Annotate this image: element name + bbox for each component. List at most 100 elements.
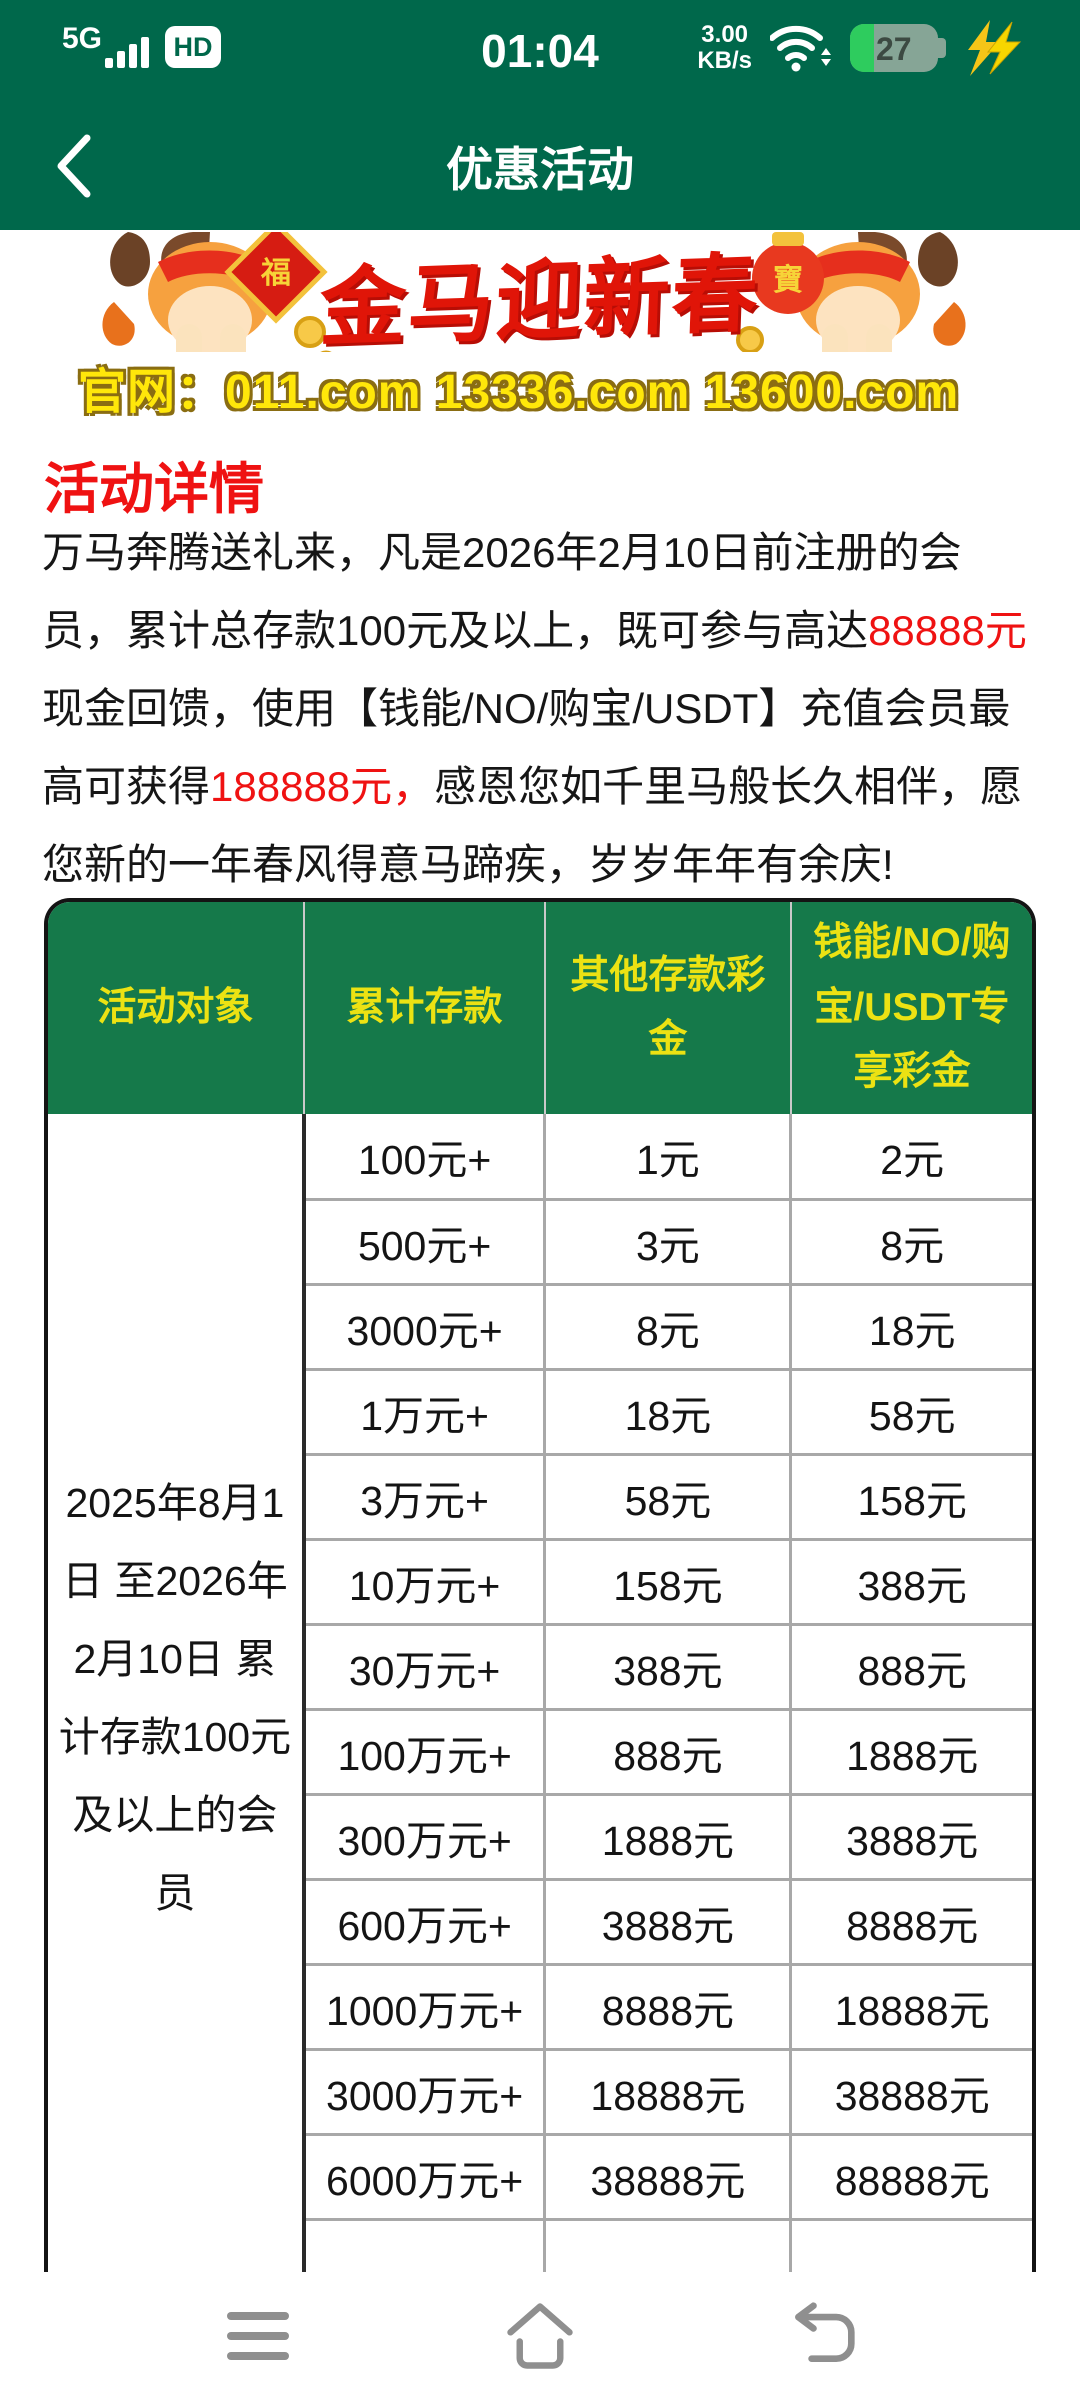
wifi-icon — [770, 25, 831, 72]
back-chevron-icon — [57, 134, 91, 198]
network-speed: 3.00 KB/s — [697, 22, 752, 74]
table-row: 100万元+ 888元 1888元 — [48, 1707, 1032, 1796]
table-cell: 58元 — [789, 1367, 1032, 1456]
home-button[interactable] — [505, 2301, 575, 2371]
table-cell: 18888元 — [789, 1962, 1032, 2051]
table-cell — [789, 2217, 1032, 2283]
table-row: 30万元+ 388元 888元 — [48, 1622, 1032, 1711]
target-cell: 2025年8月1日 至2026年2月10日 累计存款100元及以上的会员 — [48, 1114, 306, 2281]
speed-unit: KB/s — [697, 47, 752, 74]
table-cell: 18元 — [789, 1282, 1032, 1371]
table-cell: 300万元+ — [302, 1792, 547, 1881]
android-nav-bar — [0, 2272, 1080, 2400]
table-cell: 8888元 — [789, 1877, 1032, 1966]
table-row: 3万元+ 58元 158元 — [48, 1452, 1032, 1541]
table-cell: 388元 — [543, 1622, 793, 1711]
status-bar: 5G HD 01:04 3.00 KB/s — [0, 0, 1080, 100]
table-cell: 8888元 — [543, 1962, 793, 2051]
table-cell: 8元 — [543, 1282, 793, 1371]
promo-paragraph: 万马奔腾送礼来，凡是2026年2月10日前注册的会员，累计总存款100元及以上，… — [42, 514, 1042, 904]
paragraph-segment: 感恩您如千里马般长久相伴，愿您新的一年春风得意马蹄疾，岁岁年年有余庆! — [42, 763, 1023, 888]
table-cell: 3000万元+ — [302, 2047, 547, 2136]
table-cell: 6000万元+ — [302, 2132, 547, 2221]
table-cell: 388元 — [789, 1537, 1032, 1626]
table-row: 500元+ 3元 8元 — [48, 1197, 1032, 1286]
table-cell — [543, 2217, 793, 2283]
horse-mascot-left-image: 福 — [102, 232, 332, 352]
back-button[interactable] — [38, 126, 108, 206]
network-type-label: 5G — [62, 22, 103, 55]
details-heading: 活动详情 — [44, 458, 265, 520]
table-cell: 888元 — [543, 1707, 793, 1796]
banner-calligraphy-title: 金马迎新春 — [318, 243, 762, 352]
left-horse-charm-label: 福 — [260, 257, 291, 290]
table-cell: 100元+ — [302, 1114, 547, 1201]
table-cell: 30万元+ — [302, 1622, 547, 1711]
charging-bolt-icon — [968, 20, 1022, 76]
table-cell: 88888元 — [789, 2132, 1032, 2221]
col-header-deposit: 累计存款 — [302, 902, 545, 1114]
table-cell: 38888元 — [543, 2132, 793, 2221]
col-header-target: 活动对象 — [48, 902, 304, 1114]
table-cell: 158元 — [789, 1452, 1032, 1541]
table-cell: 1万元+ — [302, 1367, 547, 1456]
app-title-bar: 优惠活动 — [0, 100, 1080, 230]
promo-banner: 福 寶 金马迎新春 — [0, 230, 1080, 352]
table-row: 3000万元+ 18888元 38888元 — [48, 2047, 1032, 2136]
table-cell: 1888元 — [789, 1707, 1032, 1796]
battery-percent: 27 — [876, 31, 912, 67]
network-indicator: 5G — [62, 24, 150, 68]
table-cell: 3万元+ — [302, 1452, 547, 1541]
table-cell: 3888元 — [543, 1877, 793, 1966]
table-cell: 3888元 — [789, 1792, 1032, 1881]
horse-mascot-right-image: 寶 — [736, 232, 966, 352]
back-return-icon — [795, 2302, 855, 2363]
table-cell: 2元 — [789, 1114, 1032, 1201]
col-header-other-bonus: 其他存款彩金 — [543, 902, 791, 1114]
table-row: 600万元+ 3888元 8888元 — [48, 1877, 1032, 1966]
bonus-table-body: 2025年8月1日 至2026年2月10日 累计存款100元及以上的会员 100元… — [48, 1114, 1032, 2283]
table-row: 2025年8月1日 至2026年2月10日 累计存款100元及以上的会员 100元… — [48, 1114, 1032, 2281]
table-cell: 1000万元+ — [302, 1962, 547, 2051]
paragraph-segment: 现金回馈，使用【钱能/NO/购宝/USDT】充值会员最高可获得 — [42, 685, 1011, 810]
paragraph-segment: 万马奔腾送礼来，凡是2026年2月10日前注册的会员，累计总存款100元及以上，… — [42, 529, 962, 654]
table-cell: 500元+ — [302, 1197, 547, 1286]
bonus-table: 活动对象 累计存款 其他存款彩金 钱能/NO/购宝/USDT专享彩金 2025年… — [44, 898, 1036, 2283]
table-cell: 10万元+ — [302, 1537, 547, 1626]
table-row: 1万元+ 18元 58元 — [48, 1367, 1032, 1456]
status-right-group: 3.00 KB/s 27 — [697, 20, 1022, 76]
signal-bars-icon — [105, 37, 150, 68]
table-cell: 3元 — [543, 1197, 793, 1286]
table-row: 300万元+ 1888元 3888元 — [48, 1792, 1032, 1881]
table-cell: 1元 — [543, 1114, 793, 1201]
table-row: 6000万元+ 38888元 88888元 — [48, 2132, 1032, 2221]
table-cell: 58元 — [543, 1452, 793, 1541]
official-site-urls[interactable]: 官网：011.com 13336.com 13600.com — [78, 366, 960, 419]
speed-value: 3.00 — [701, 21, 749, 48]
table-cell: 18元 — [543, 1367, 793, 1456]
paragraph-segment: 88888元 — [868, 607, 1027, 654]
hd-icon: HD — [165, 26, 222, 68]
right-horse-charm-label: 寶 — [773, 263, 803, 297]
menu-icon — [227, 2312, 289, 2360]
table-cell: 18888元 — [543, 2047, 793, 2136]
clock-time: 01:04 — [481, 25, 599, 77]
table-row: 10万元+ 158元 388元 — [48, 1537, 1032, 1626]
table-cell: 888元 — [789, 1622, 1032, 1711]
page-title: 优惠活动 — [446, 142, 634, 196]
table-cell: 100万元+ — [302, 1707, 547, 1796]
col-header-usdt-bonus: 钱能/NO/购宝/USDT专享彩金 — [789, 902, 1032, 1114]
paragraph-segment: 188888元， — [210, 763, 435, 810]
back-nav-button[interactable] — [787, 2301, 857, 2371]
table-row: 3000元+ 8元 18元 — [48, 1282, 1032, 1371]
table-cell: 158元 — [543, 1537, 793, 1626]
table-cell: 38888元 — [789, 2047, 1032, 2136]
table-cell: 600万元+ — [302, 1877, 547, 1966]
table-cell: 3000元+ — [302, 1282, 547, 1371]
recent-apps-button[interactable] — [223, 2301, 293, 2371]
table-header-row: 活动对象 累计存款 其他存款彩金 钱能/NO/购宝/USDT专享彩金 — [48, 902, 1032, 1114]
status-left-group: 5G HD — [62, 24, 222, 68]
table-cell: 8元 — [789, 1197, 1032, 1286]
battery-icon: 27 — [850, 24, 946, 72]
